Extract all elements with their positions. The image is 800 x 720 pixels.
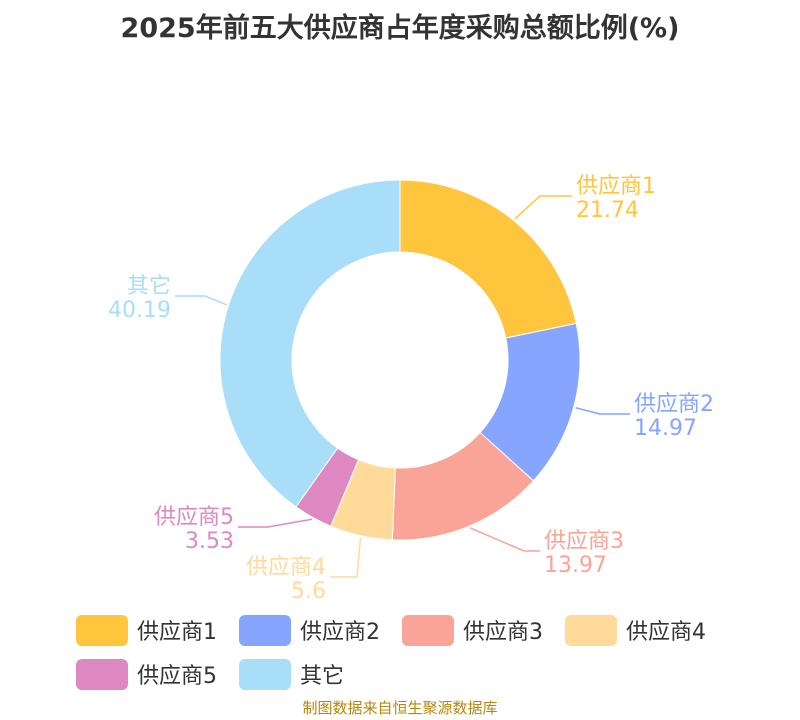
slice-category-label: 其它 — [127, 274, 171, 299]
slice-value-label: 3.53 — [185, 529, 234, 554]
legend-label: 供应商1 — [137, 620, 217, 645]
legend-row-1: 供应商1 供应商2 供应商3 供应商4 — [76, 608, 776, 652]
slice-category-label: 供应商2 — [634, 392, 714, 417]
legend-swatch — [402, 614, 454, 646]
legend-item-supplier-1[interactable]: 供应商1 — [76, 614, 217, 646]
slice-value-label: 21.74 — [576, 198, 639, 223]
data-source-note: 制图数据来自恒生聚源数据库 — [302, 699, 498, 717]
legend-swatch — [565, 614, 617, 646]
legend-swatch — [239, 614, 291, 646]
legend-swatch — [239, 658, 291, 690]
chart-legend: 供应商1 供应商2 供应商3 供应商4 供应商5 其它 — [76, 608, 776, 696]
legend-swatch — [76, 614, 128, 646]
chart-title: 2025年前五大供应商占年度采购总额比例(%) — [120, 13, 680, 44]
leader-line-6 — [175, 295, 227, 306]
donut-slice-1[interactable] — [399, 179, 577, 339]
donut-slice-6[interactable] — [219, 179, 401, 508]
legend-item-supplier-3[interactable]: 供应商3 — [402, 614, 543, 646]
leader-line-5 — [238, 518, 313, 528]
donut-slices — [219, 179, 581, 541]
slice-value-label: 5.6 — [291, 579, 326, 604]
legend-label: 供应商4 — [626, 620, 706, 645]
slice-category-label: 供应商1 — [576, 174, 656, 199]
legend-row-2: 供应商5 其它 — [76, 652, 776, 696]
slice-category-label: 供应商3 — [544, 529, 624, 554]
slice-category-label: 供应商5 — [154, 505, 234, 530]
leader-line-3 — [469, 527, 540, 552]
legend-swatch — [76, 658, 128, 690]
slice-value-label: 13.97 — [544, 553, 607, 578]
slice-category-label: 供应商4 — [246, 555, 326, 580]
legend-label: 供应商2 — [300, 620, 380, 645]
legend-item-supplier-4[interactable]: 供应商4 — [565, 614, 706, 646]
slice-value-label: 14.97 — [634, 416, 697, 441]
legend-item-supplier-5[interactable]: 供应商5 — [76, 658, 217, 690]
legend-item-supplier-2[interactable]: 供应商2 — [239, 614, 380, 646]
leader-line-4 — [330, 537, 362, 578]
slice-value-label: 40.19 — [108, 298, 171, 323]
legend-item-other[interactable]: 其它 — [239, 658, 344, 690]
leader-line-1 — [514, 195, 572, 220]
legend-label: 供应商5 — [137, 664, 217, 689]
legend-label: 供应商3 — [463, 620, 543, 645]
legend-label: 其它 — [300, 664, 345, 689]
leader-line-2 — [575, 407, 630, 415]
